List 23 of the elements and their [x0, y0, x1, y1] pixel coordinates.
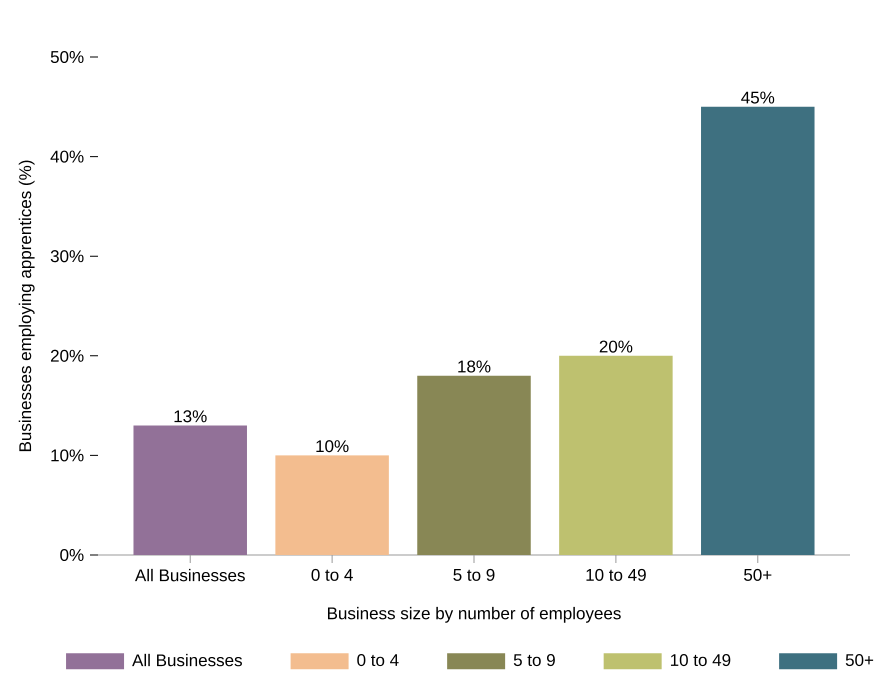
- y-tick-label: 50%: [50, 50, 84, 64]
- x-tick-label: All Businesses: [134, 568, 245, 582]
- x-tick-label: 50+: [744, 568, 772, 581]
- legend-label: 10 to 49: [670, 654, 730, 666]
- legend-label: 0 to 4: [357, 654, 399, 666]
- y-tick-label: 30%: [50, 250, 84, 262]
- y-axis-title: Businesses employing apprentices (%): [18, 160, 35, 452]
- data-label: 20%: [600, 340, 632, 353]
- data-label: 45%: [741, 92, 774, 104]
- y-tick-label: 40%: [50, 150, 84, 163]
- data-label: 10%: [316, 440, 349, 452]
- y-tick-label: 20%: [50, 350, 84, 362]
- x-tick-label: 5 to 9: [453, 568, 494, 581]
- x-axis-title: Business size by number of employees: [328, 606, 621, 623]
- legend-label: 50+: [846, 654, 874, 666]
- legend-label: 5 to 9: [514, 654, 555, 666]
- y-tick-label: 10%: [51, 449, 84, 462]
- x-tick-label: 0 to 4: [312, 568, 353, 581]
- data-label: 13%: [174, 410, 207, 422]
- x-tick-label: 10 to 49: [586, 568, 646, 581]
- data-label: 18%: [458, 360, 490, 373]
- legend-label: All Businesses: [132, 654, 242, 666]
- y-tick-label: 0%: [60, 548, 84, 562]
